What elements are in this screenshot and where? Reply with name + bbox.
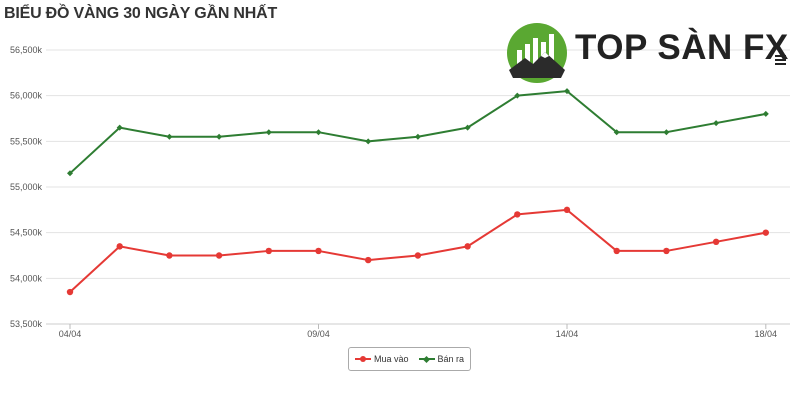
data-point[interactable] xyxy=(613,129,620,136)
logo-text: TOP SÀN FX xyxy=(575,28,789,67)
y-tick-label: 55,000k xyxy=(10,182,43,192)
data-point[interactable] xyxy=(414,252,422,259)
data-point[interactable] xyxy=(67,170,73,177)
legend-item-mua-vao[interactable]: Mua vào xyxy=(355,354,409,364)
data-point[interactable] xyxy=(663,247,670,255)
topsanfx-logo[interactable]: TOP SÀN FX xyxy=(505,22,795,84)
data-point[interactable] xyxy=(713,120,720,127)
chart-title: BIỂU ĐỒ VÀNG 30 NGÀY GẦN NHẤT xyxy=(4,5,278,22)
data-point[interactable] xyxy=(563,206,571,214)
data-point[interactable] xyxy=(663,129,670,136)
mountain-bar-chart-logo-icon xyxy=(507,23,567,83)
data-point[interactable] xyxy=(514,92,521,99)
x-tick-label: 04/04 xyxy=(59,329,82,339)
data-point[interactable] xyxy=(116,243,123,250)
axis: 53,500k 54,000k 54,500k 55,000k 55,500k 56,00… xyxy=(10,45,790,339)
legend-item-ban-ra[interactable]: Bán ra xyxy=(418,354,465,364)
data-point[interactable] xyxy=(315,247,322,255)
data-point[interactable] xyxy=(216,133,223,140)
series-line-1 xyxy=(69,90,766,175)
legend-swatch-ban-ra xyxy=(418,355,435,363)
y-tick-label: 53,500k xyxy=(10,319,43,329)
legend: Mua vào Bán ra xyxy=(348,347,472,371)
x-tick-label: 09/04 xyxy=(307,329,330,339)
legend-label-mua-vao: Mua vào xyxy=(374,354,409,364)
data-point[interactable] xyxy=(166,133,173,140)
data-point[interactable] xyxy=(116,124,123,131)
legend-label-ban-ra: Bán ra xyxy=(437,354,465,364)
data-point[interactable] xyxy=(265,247,272,255)
data-point[interactable] xyxy=(414,133,421,140)
data-point[interactable] xyxy=(464,243,471,250)
data-point[interactable] xyxy=(365,138,372,145)
y-tick-label: 56,000k xyxy=(10,91,43,101)
data-point[interactable] xyxy=(613,247,620,255)
data-point[interactable] xyxy=(66,288,74,296)
y-tick-label: 54,500k xyxy=(10,228,43,238)
y-tick-label: 56,500k xyxy=(10,45,43,55)
data-point[interactable] xyxy=(564,88,570,95)
data-point[interactable] xyxy=(215,252,223,259)
data-point[interactable] xyxy=(464,124,471,131)
grid-lines xyxy=(46,49,790,325)
data-point[interactable] xyxy=(514,211,521,218)
legend-swatch-mua-vao xyxy=(355,355,371,363)
data-point[interactable] xyxy=(762,110,769,117)
series-layer xyxy=(66,88,769,296)
data-point[interactable] xyxy=(166,252,173,259)
y-tick-label: 54,000k xyxy=(10,273,43,283)
y-tick-label: 55,500k xyxy=(10,136,43,146)
data-point[interactable] xyxy=(762,229,769,236)
x-tick-label: 18/04 xyxy=(755,329,778,339)
data-point[interactable] xyxy=(315,129,322,136)
data-point[interactable] xyxy=(265,129,272,136)
data-point[interactable] xyxy=(712,238,720,245)
series-line-0 xyxy=(69,208,766,293)
data-point[interactable] xyxy=(365,256,372,264)
hamburger-icon[interactable] xyxy=(775,55,786,67)
x-tick-label: 14/04 xyxy=(556,329,579,339)
